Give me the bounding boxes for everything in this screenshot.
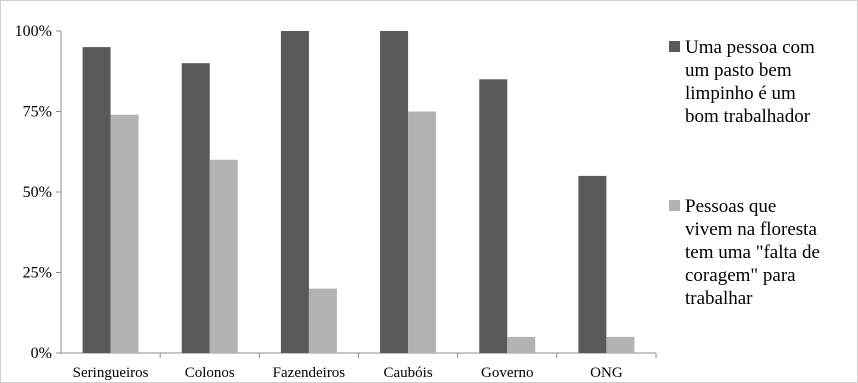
bar-series-2-fazendeiros <box>308 288 337 353</box>
bar-series-1-caubóis <box>380 31 409 353</box>
x-category-label: Caubóis <box>383 365 432 381</box>
bar-series-1-colonos <box>181 63 210 353</box>
legend-label-line: vivem na floresta <box>685 219 817 240</box>
x-category-label: Colonos <box>185 365 235 381</box>
x-category-label: Seringueiros <box>73 365 149 381</box>
y-tick-label: 75% <box>23 104 52 121</box>
bar-series-1-fazendeiros <box>280 31 309 353</box>
x-category-label: Fazendeiros <box>273 365 346 381</box>
bar-series-1-governo <box>479 79 508 354</box>
y-tick-label: 100% <box>15 23 52 40</box>
bar-series-2-governo <box>507 336 536 353</box>
x-category-label: Governo <box>481 365 534 381</box>
legend-label-line: tem uma "falta de <box>685 242 820 263</box>
y-tick-label: 0% <box>31 345 52 362</box>
legend-label-line: um pasto bem <box>685 60 792 81</box>
x-category-label: ONG <box>590 365 623 381</box>
legend-label-line: Uma pessoa com <box>685 37 815 58</box>
legend-swatch <box>669 41 680 52</box>
y-tick-label: 25% <box>23 265 52 282</box>
x-axis-category-labels: Seringueiros Colonos Fazendeiros Caubóis Gov… <box>73 365 623 381</box>
bar-series-2-colonos <box>209 159 238 353</box>
legend-label-line: Pessoas que <box>685 196 776 217</box>
chart-axes <box>56 30 657 358</box>
bar-series-1-seringueiros <box>82 47 111 353</box>
legend-label-line: bom trabalhador <box>685 106 811 127</box>
bar-series-2-ong <box>606 336 635 353</box>
bar-series-2-seringueiros <box>110 114 139 353</box>
legend-label-line: limpinho é um <box>685 83 796 104</box>
y-tick-label: 50% <box>23 184 52 201</box>
legend-label-line: trabalhar <box>685 288 753 309</box>
legend-label-line: coragem" para <box>685 265 796 286</box>
bar-series-2-caubóis <box>408 111 437 353</box>
y-axis-tick-labels: 0% 25% 50% 75% 100% <box>15 23 52 362</box>
chart-bars <box>82 31 635 354</box>
bar-series-1-ong <box>578 175 607 353</box>
legend-swatch <box>669 200 680 211</box>
